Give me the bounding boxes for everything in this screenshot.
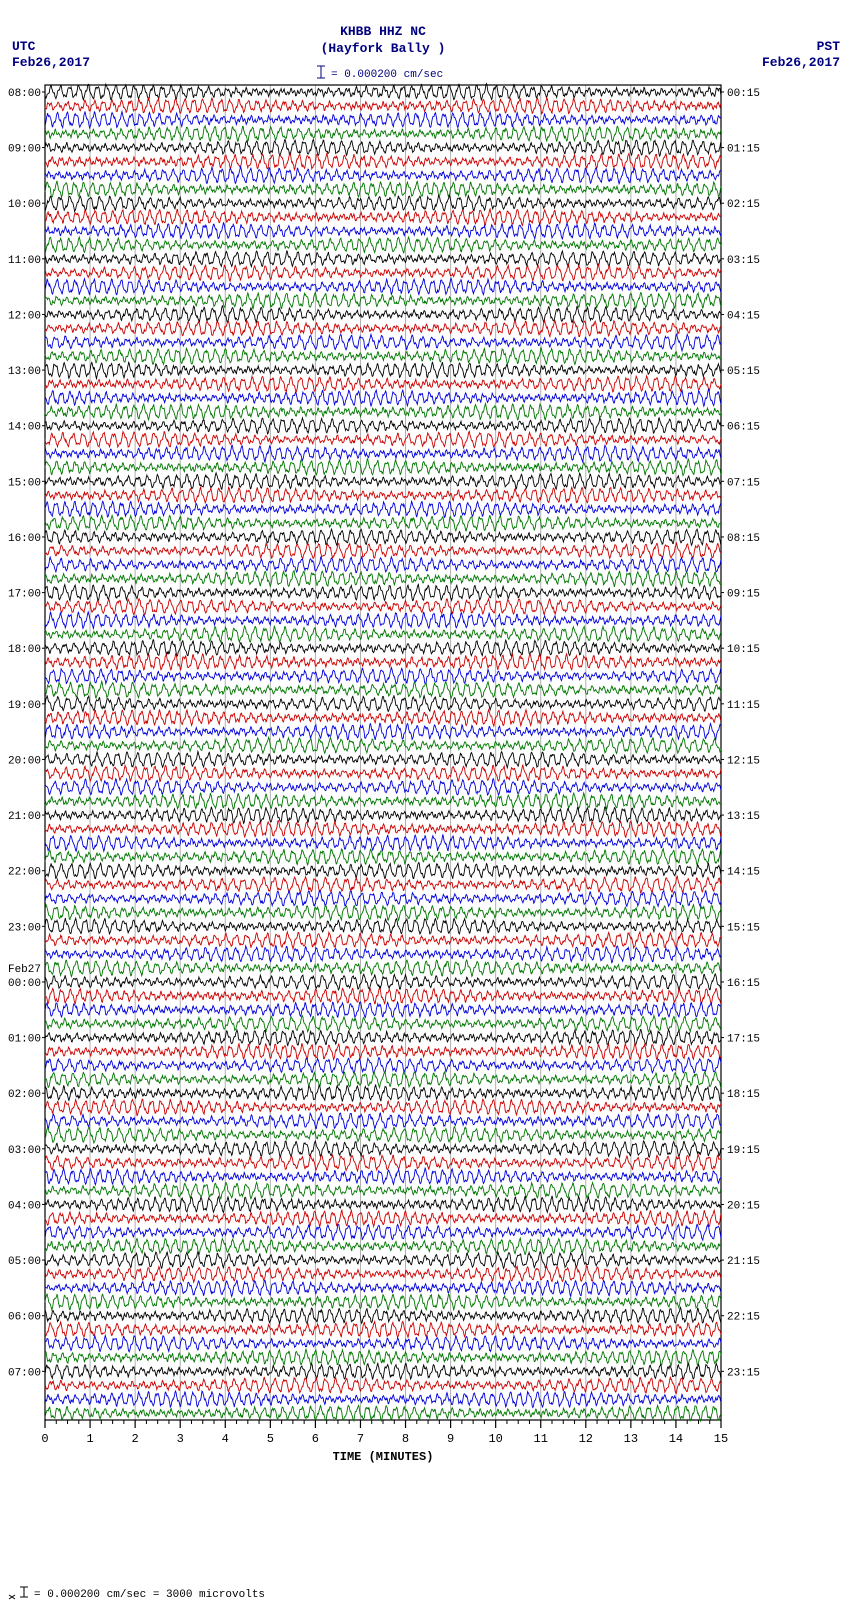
right-hour-label: 05:15 [727, 366, 760, 378]
scale-note: = 0.000200 cm/sec [331, 69, 443, 81]
right-tz: PST [817, 39, 841, 54]
x-tick-label: 12 [579, 1432, 593, 1446]
x-tick-label: 0 [41, 1432, 48, 1446]
x-tick-label: 11 [534, 1432, 548, 1446]
right-hour-label: 18:15 [727, 1089, 760, 1101]
right-hour-label: 06:15 [727, 422, 760, 434]
x-tick-label: 3 [177, 1432, 184, 1446]
footer-text: = 0.000200 cm/sec = 3000 microvolts [34, 1589, 265, 1601]
right-date: Feb26,2017 [762, 55, 840, 70]
seismogram-helicorder: KHBB HHZ NC (Hayfork Bally ) = 0.000200 cm… [0, 0, 850, 1613]
left-hour-label: 16:00 [8, 533, 41, 545]
left-hour-label: 03:00 [8, 1145, 41, 1157]
left-hour-label: 09:00 [8, 144, 41, 156]
right-hour-label: 19:15 [727, 1145, 760, 1157]
x-tick-label: 10 [488, 1432, 502, 1446]
left-date-super: Feb27 [8, 964, 41, 976]
right-hour-label: 12:15 [727, 755, 760, 767]
left-hour-label: 11:00 [8, 255, 41, 267]
right-hour-label: 11:15 [727, 700, 760, 712]
left-hour-label: 15:00 [8, 477, 41, 489]
left-tz: UTC [12, 39, 36, 54]
x-tick-label: 13 [624, 1432, 638, 1446]
right-hour-label: 00:15 [727, 88, 760, 100]
x-tick-label: 7 [357, 1432, 364, 1446]
left-hour-label: 23:00 [8, 922, 41, 934]
right-hour-label: 01:15 [727, 144, 760, 156]
right-hour-label: 04:15 [727, 310, 760, 322]
x-tick-label: 5 [267, 1432, 274, 1446]
right-hour-label: 22:15 [727, 1312, 760, 1324]
right-hour-label: 15:15 [727, 922, 760, 934]
x-tick-label: 8 [402, 1432, 409, 1446]
left-hour-label: 02:00 [8, 1089, 41, 1101]
left-hour-label: 21:00 [8, 811, 41, 823]
x-tick-label: 1 [86, 1432, 93, 1446]
left-date: Feb26,2017 [12, 55, 90, 70]
right-hour-label: 21:15 [727, 1256, 760, 1268]
x-tick-label: 4 [222, 1432, 229, 1446]
left-hour-label: 01:00 [8, 1034, 41, 1046]
left-hour-label: 19:00 [8, 700, 41, 712]
right-hour-label: 20:15 [727, 1200, 760, 1212]
left-hour-label: 04:00 [8, 1200, 41, 1212]
right-hour-label: 14:15 [727, 867, 760, 879]
left-hour-label: 12:00 [8, 310, 41, 322]
station-code: KHBB HHZ NC [340, 24, 426, 39]
right-hour-label: 16:15 [727, 978, 760, 990]
right-hour-label: 08:15 [727, 533, 760, 545]
x-axis-label: TIME (MINUTES) [333, 1450, 434, 1464]
left-hour-label: 22:00 [8, 867, 41, 879]
right-hour-label: 17:15 [727, 1034, 760, 1046]
left-hour-label: 14:00 [8, 422, 41, 434]
x-tick-label: 6 [312, 1432, 319, 1446]
right-hour-label: 10:15 [727, 644, 760, 656]
seismogram-svg: KHBB HHZ NC (Hayfork Bally ) = 0.000200 cm… [0, 0, 850, 1613]
right-hour-label: 09:15 [727, 589, 760, 601]
left-hour-label: 13:00 [8, 366, 41, 378]
left-hour-label: 06:00 [8, 1312, 41, 1324]
x-tick-label: 15 [714, 1432, 728, 1446]
right-hour-label: 13:15 [727, 811, 760, 823]
left-hour-label: 20:00 [8, 755, 41, 767]
station-name: (Hayfork Bally ) [321, 41, 446, 56]
x-tick-label: 14 [669, 1432, 683, 1446]
left-hour-label: 07:00 [8, 1367, 41, 1379]
left-hour-label: 08:00 [8, 88, 41, 100]
right-hour-label: 03:15 [727, 255, 760, 267]
right-hour-label: 02:15 [727, 199, 760, 211]
left-hour-label: 18:00 [8, 644, 41, 656]
left-hour-label: 05:00 [8, 1256, 41, 1268]
left-hour-label: 17:00 [8, 589, 41, 601]
right-hour-label: 23:15 [727, 1367, 760, 1379]
x-tick-label: 9 [447, 1432, 454, 1446]
left-hour-label: 10:00 [8, 199, 41, 211]
x-tick-label: 2 [132, 1432, 139, 1446]
right-hour-label: 07:15 [727, 477, 760, 489]
left-hour-label: 00:00 [8, 978, 41, 990]
